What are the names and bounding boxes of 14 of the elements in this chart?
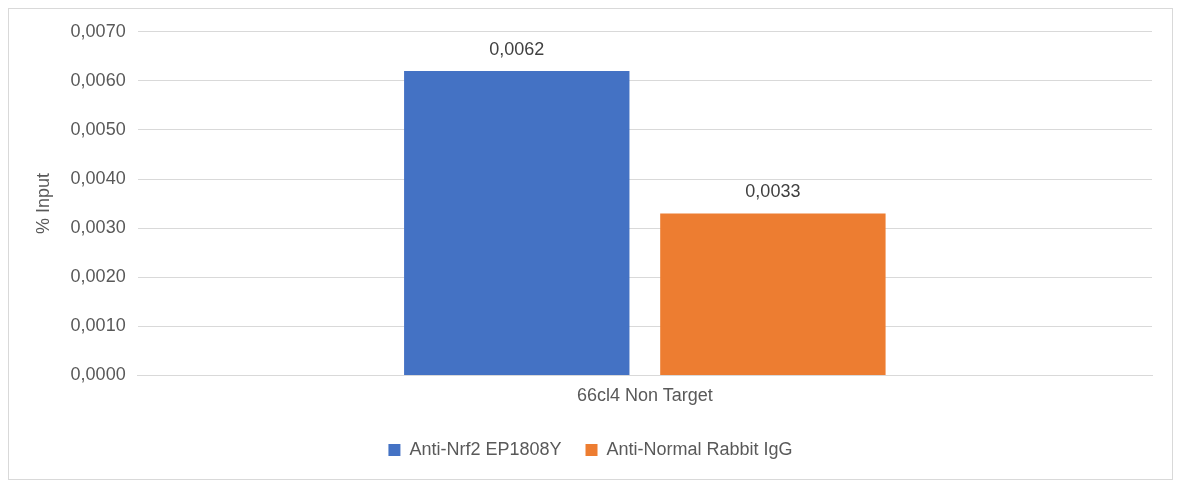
y-tick-label: 0,0050 — [70, 118, 126, 139]
legend-label: Anti-Normal Rabbit IgG — [606, 438, 793, 459]
y-tick-label: 0,0060 — [70, 69, 126, 90]
y-tick-label: 0,0030 — [70, 217, 126, 238]
x-tick-label: 66cl4 Non Target — [576, 385, 713, 406]
y-tick-label: 0,0040 — [70, 168, 126, 189]
y-tick-label: 0,0000 — [70, 364, 126, 385]
y-tick-label: 0,0070 — [70, 20, 126, 41]
y-axis-title: % Input — [32, 173, 53, 235]
legend-label: Anti-Nrf2 EP1808Y — [409, 438, 562, 459]
y-tick-label: 0,0010 — [70, 315, 126, 336]
data-label: 0,0062 — [489, 39, 545, 60]
y-tick-label: 0,0020 — [70, 266, 126, 287]
data-label: 0,0033 — [745, 181, 801, 202]
